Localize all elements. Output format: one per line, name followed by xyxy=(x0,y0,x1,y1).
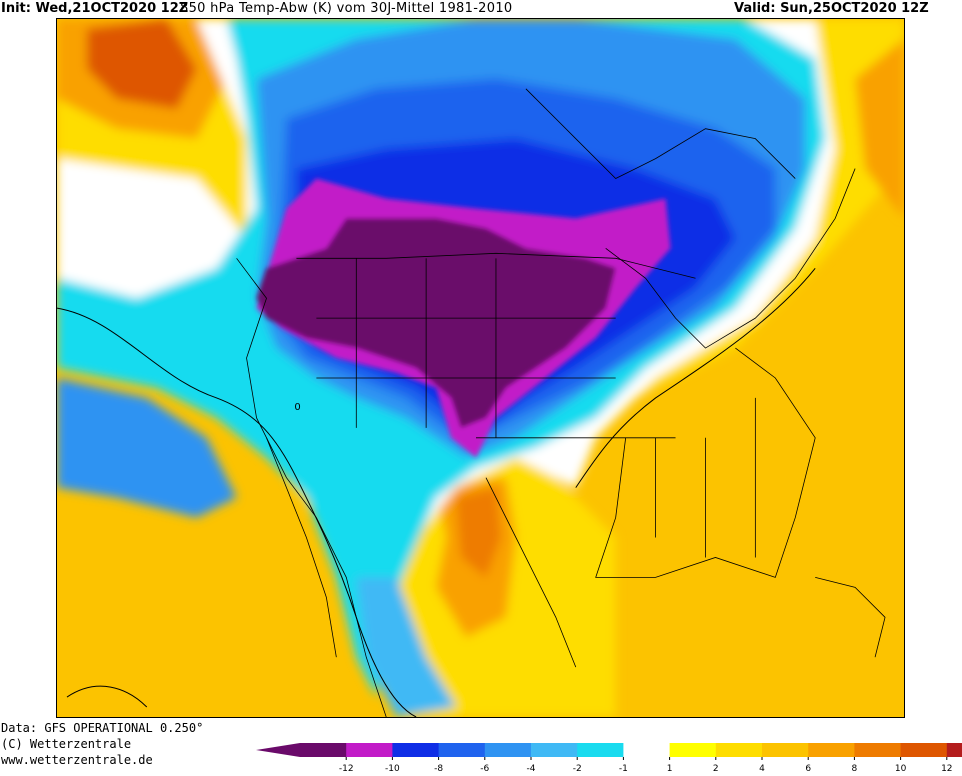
legend-swatch xyxy=(438,743,486,757)
legend-tick-label: -4 xyxy=(527,764,536,774)
legend-tick-label: -10 xyxy=(385,764,400,774)
legend-swatch xyxy=(484,743,532,757)
website-link[interactable]: www.wetterzentrale.de xyxy=(1,753,153,767)
legend-swatch xyxy=(854,743,902,757)
legend-swatch xyxy=(715,743,763,757)
legend-tick-label: 4 xyxy=(759,764,765,774)
boundary-lines xyxy=(236,88,886,717)
copyright: (C) Wetterzentrale xyxy=(1,737,132,751)
zero-contour xyxy=(57,267,816,717)
legend-swatch xyxy=(623,743,671,757)
warm-east xyxy=(855,38,904,219)
legend-tick-label: 8 xyxy=(852,764,858,774)
hot-northwest xyxy=(86,19,197,109)
temperature-anomaly-map: 0 xyxy=(56,18,905,718)
legend-tick-label: 6 xyxy=(805,764,811,774)
legend-swatch xyxy=(392,743,440,757)
legend-tick-label: 12 xyxy=(941,764,952,774)
legend-tick-label: 2 xyxy=(713,764,719,774)
coldest-core xyxy=(256,218,616,428)
legend-swatch xyxy=(762,743,809,757)
cold-southwest xyxy=(57,377,237,518)
color-legend: -12 -10 -8 -6 -4 -2 -1 1 2 4 6 8 10 12 xyxy=(256,743,962,774)
cold-gulf-of-california xyxy=(356,577,457,717)
legend-tick-label: 10 xyxy=(895,764,907,774)
legend-low-arrow xyxy=(256,743,300,757)
legend-swatch xyxy=(946,743,962,757)
init-time: Init: Wed,21OCT2020 12Z xyxy=(1,1,189,16)
legend-tick-label: -2 xyxy=(573,764,582,774)
legend-tick-label: -6 xyxy=(480,764,489,774)
contour-label: 0 xyxy=(294,402,300,413)
legend-swatch xyxy=(531,743,578,757)
legend-tick-label: -12 xyxy=(339,764,354,774)
legend-swatch xyxy=(346,743,393,757)
legend-tick-label: 1 xyxy=(667,764,673,774)
data-source: Data: GFS OPERATIONAL 0.250° xyxy=(1,721,204,735)
legend-swatch xyxy=(900,743,948,757)
legend-tick-label: -1 xyxy=(619,764,628,774)
legend-swatch xyxy=(808,743,855,757)
legend-swatch xyxy=(669,743,717,757)
chart-title: 850 hPa Temp-Abw (K) vom 30J-Mittel 1981… xyxy=(180,1,513,16)
legend-swatch xyxy=(577,743,624,757)
hot-texas xyxy=(456,487,501,578)
legend-tick-label: -8 xyxy=(434,764,443,774)
valid-time: Valid: Sun,25OCT2020 12Z xyxy=(734,1,929,16)
legend-swatch xyxy=(300,743,347,757)
header: Init: Wed,21OCT2020 12Z 850 hPa Temp-Abw… xyxy=(0,0,962,18)
